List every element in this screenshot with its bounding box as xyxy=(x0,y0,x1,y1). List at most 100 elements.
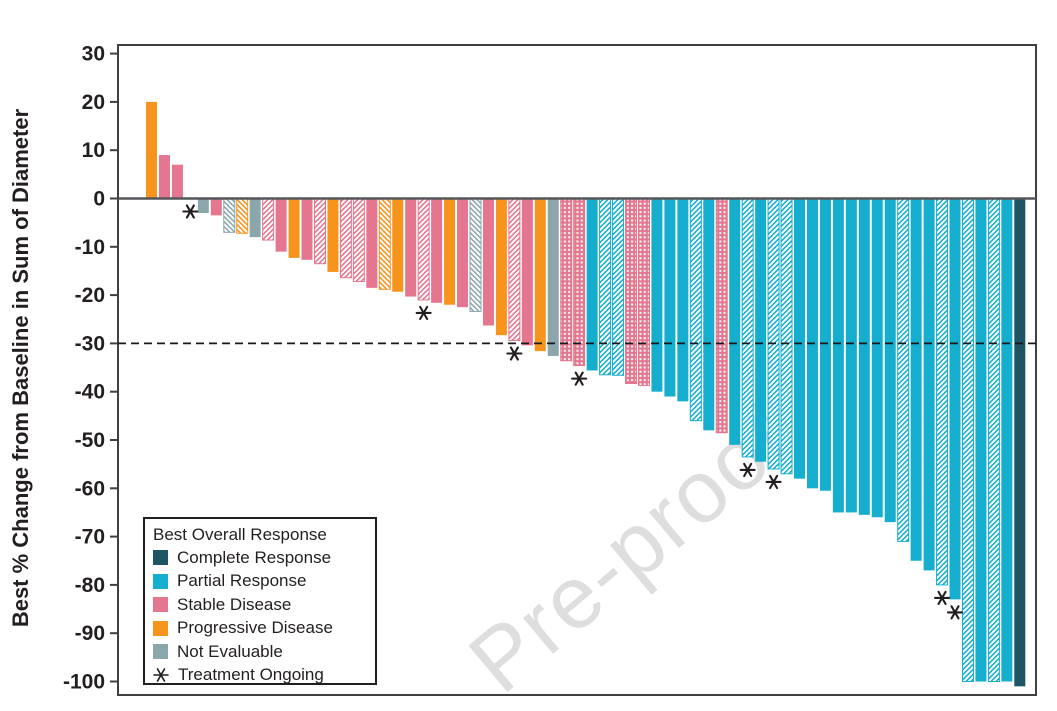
ne-color-swatch xyxy=(153,644,168,660)
bar xyxy=(339,198,352,279)
bar xyxy=(1001,198,1013,682)
bar xyxy=(936,198,949,586)
bar xyxy=(457,198,469,308)
legend-item-ne: Not Evaluable xyxy=(153,640,367,664)
legend-item-label: Partial Response xyxy=(177,571,307,591)
y-tick-label: -60 xyxy=(75,477,105,500)
bar xyxy=(910,198,922,561)
bar xyxy=(729,198,741,445)
y-tick-label: -50 xyxy=(75,429,105,452)
bar xyxy=(599,198,612,376)
bar xyxy=(327,198,339,272)
bar xyxy=(858,198,870,515)
y-tick-label: -100 xyxy=(63,671,105,694)
bar xyxy=(431,198,443,303)
legend-item-label: Treatment Ongoing xyxy=(178,665,324,685)
bar xyxy=(987,198,1000,682)
bar xyxy=(884,198,896,523)
legend-item-pr: Partial Response xyxy=(153,570,367,594)
bar xyxy=(405,198,417,297)
bar xyxy=(444,198,456,305)
y-tick-label: -20 xyxy=(75,284,105,307)
bar xyxy=(871,198,883,518)
bar xyxy=(210,198,222,216)
treatment-ongoing-asterisk xyxy=(182,204,199,219)
treatment-ongoing-asterisk xyxy=(506,346,523,361)
bar xyxy=(275,198,287,252)
legend-item-pd: Progressive Disease xyxy=(153,617,367,641)
bar xyxy=(923,198,935,571)
y-tick-label: -90 xyxy=(75,622,105,645)
bar xyxy=(625,198,638,384)
bar xyxy=(961,198,974,682)
bar xyxy=(236,198,249,234)
y-tick-label: -80 xyxy=(75,574,105,597)
y-tick-label: 30 xyxy=(82,43,105,66)
bar xyxy=(288,198,300,258)
bar xyxy=(547,198,559,356)
legend: Best Overall Response Complete Response P… xyxy=(143,517,377,685)
bar xyxy=(534,198,546,352)
bar xyxy=(378,198,391,290)
y-axis-title: Best % Change from Baseline in Sum of Di… xyxy=(8,108,33,628)
bar xyxy=(249,198,261,238)
bar xyxy=(482,198,494,326)
bar xyxy=(819,198,831,491)
bar xyxy=(366,198,378,288)
treatment-ongoing-asterisk xyxy=(739,462,756,478)
bar xyxy=(171,164,183,199)
bar xyxy=(703,198,715,431)
bar xyxy=(301,198,313,260)
treatment-ongoing-asterisk xyxy=(934,590,951,606)
bar xyxy=(780,198,793,475)
bar xyxy=(417,198,430,301)
legend-item-label: Not Evaluable xyxy=(177,641,283,661)
bar xyxy=(508,198,521,342)
pd-color-swatch xyxy=(153,620,168,636)
bar xyxy=(677,198,689,402)
bar xyxy=(158,155,170,199)
bar xyxy=(794,198,805,479)
bar xyxy=(755,198,767,462)
bar xyxy=(741,198,754,458)
y-tick-label: -10 xyxy=(75,236,105,259)
legend-item-label: Progressive Disease xyxy=(177,618,333,638)
pr-color-swatch xyxy=(153,573,168,589)
legend-item-sd: Stable Disease xyxy=(153,593,367,617)
bar xyxy=(521,198,533,346)
cr-color-swatch xyxy=(153,550,168,566)
bar xyxy=(469,198,482,313)
bar xyxy=(845,198,857,513)
y-tick-label: 10 xyxy=(82,139,105,162)
legend-item-cr: Complete Response xyxy=(153,546,367,570)
bar xyxy=(146,101,157,199)
y-tick-label: -40 xyxy=(75,381,105,404)
bar xyxy=(715,198,728,434)
bar xyxy=(975,198,987,682)
bar xyxy=(767,198,780,470)
bar xyxy=(832,198,844,513)
bar xyxy=(197,198,209,213)
bar xyxy=(352,198,365,283)
legend-item-treatment-ongoing: Treatment Ongoing xyxy=(153,664,367,688)
bars-group xyxy=(146,101,1026,687)
bar xyxy=(664,198,676,397)
bar xyxy=(651,198,663,392)
bar xyxy=(1014,198,1026,687)
treatment-ongoing-asterisk xyxy=(415,305,432,321)
legend-item-label: Complete Response xyxy=(177,547,332,567)
treatment-ongoing-asterisk xyxy=(571,371,588,386)
bar xyxy=(262,198,275,241)
y-tick-label: 0 xyxy=(93,188,105,211)
legend-title: Best Overall Response xyxy=(153,524,327,544)
bar xyxy=(495,198,507,336)
plot-frame xyxy=(117,44,1037,696)
y-tick-label: -30 xyxy=(75,332,105,355)
bar xyxy=(689,198,702,422)
asterisk-icon xyxy=(153,668,169,683)
y-tick-label: -70 xyxy=(75,526,105,549)
bar xyxy=(586,198,598,371)
bar xyxy=(392,198,404,292)
